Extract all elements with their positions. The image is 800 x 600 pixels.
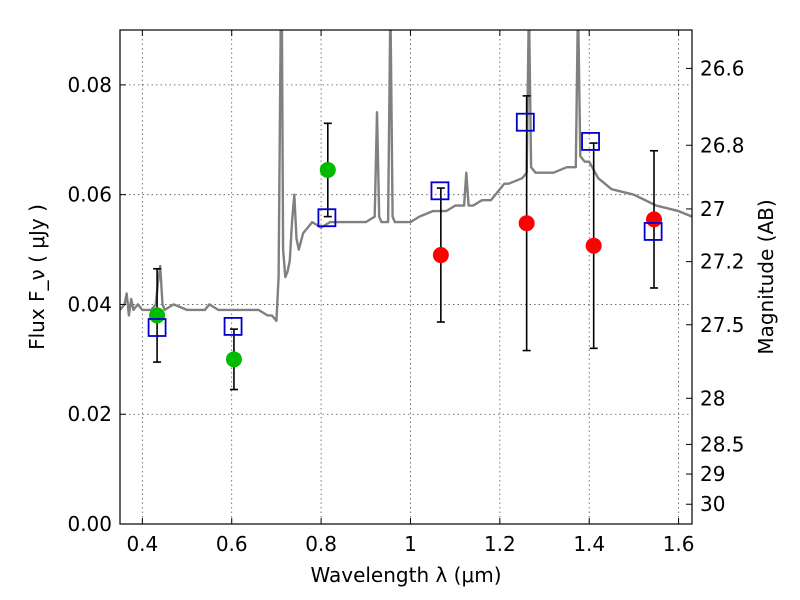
axis-ticks: 0.4 0.6 0.8 1 1.2 1.4 1.6 0.00 0.02 0.04 0.06 0.08 2…: [67, 30, 745, 556]
green-data-point: [149, 307, 166, 324]
template-spectrum-line: [120, 30, 692, 323]
red-data-point: [432, 247, 449, 264]
x-tick-label: 1: [404, 532, 417, 556]
y-tick-label: 0.02: [67, 402, 112, 426]
model-squares: [147, 112, 663, 337]
right-tick-label: 27.2: [700, 250, 745, 274]
model-square: [223, 316, 243, 336]
x-tick-label: 0.4: [126, 532, 158, 556]
right-tick-label: 26.8: [700, 133, 745, 157]
right-tick-label: 28: [700, 386, 725, 410]
y-tick-label: 0.00: [67, 512, 112, 536]
model-square: [147, 318, 167, 337]
plot-frame: [119, 29, 693, 525]
right-tick-label: 30: [700, 492, 725, 516]
green-data-point: [319, 161, 336, 178]
y-tick-label: 0.06: [67, 183, 112, 207]
model-square: [317, 208, 337, 228]
x-tick-label: 1.4: [573, 532, 605, 556]
right-tick-label: 27: [700, 197, 725, 221]
template-spectrum: [120, 30, 692, 323]
green-data-point: [225, 351, 242, 368]
y-tick-label: 0.08: [67, 73, 112, 97]
x-tick-label: 1.6: [663, 532, 695, 556]
right-tick-label: 27.5: [700, 313, 745, 337]
x-axis-label: Wavelength λ (μm): [310, 563, 501, 587]
y-tick-label: 0.04: [67, 292, 112, 316]
model-square: [643, 222, 663, 241]
x-tick-label: 0.6: [216, 532, 248, 556]
red-data-point: [585, 237, 602, 254]
x-tick-label: 0.8: [305, 532, 337, 556]
model-square: [430, 181, 450, 201]
x-tick-label: 1.2: [484, 532, 516, 556]
red-data-point: [646, 211, 663, 228]
right-tick-label: 29: [700, 462, 725, 486]
model-square: [581, 132, 600, 151]
red-data-point: [518, 215, 535, 232]
y-axis-label: Flux F_ν ( μJy ): [25, 204, 49, 350]
right-axis-label: Magnitude (AB): [754, 199, 778, 354]
right-tick-label: 26.6: [700, 56, 745, 80]
right-tick-label: 28.5: [700, 432, 745, 456]
model-square: [515, 112, 535, 132]
